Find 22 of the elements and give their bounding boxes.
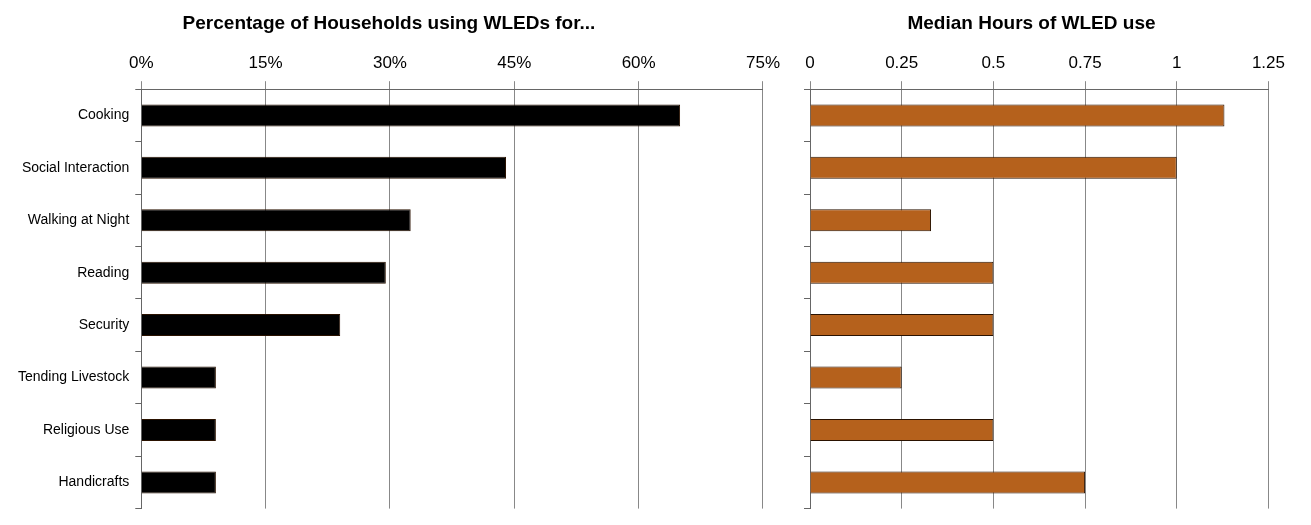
y-tick-label: Cooking bbox=[77, 106, 130, 123]
x-tick-label: 60% bbox=[621, 52, 656, 72]
chart-title: Median Hours of WLED use bbox=[907, 11, 1156, 33]
y-tick-label: Social Interaction bbox=[21, 158, 130, 175]
x-tick-label: 0.5 bbox=[981, 52, 1006, 72]
x-tick-label: 0.25 bbox=[885, 52, 919, 72]
x-tick-label: 30% bbox=[372, 52, 407, 72]
y-tick-label: Walking at Night bbox=[27, 211, 130, 228]
y-tick-label: Handicrafts bbox=[58, 473, 130, 490]
y-tick-label: Tending Livestock bbox=[17, 368, 131, 385]
x-tick-label: 15% bbox=[248, 52, 283, 72]
x-tick-label: 1.25 bbox=[1251, 52, 1285, 72]
x-tick-label: 0% bbox=[129, 52, 154, 72]
x-tick-label: 45% bbox=[497, 52, 532, 72]
y-tick-label: Religious Use bbox=[42, 420, 130, 437]
x-tick-label: 0 bbox=[805, 52, 815, 72]
x-tick-label: 1 bbox=[1172, 52, 1182, 72]
y-tick-label: Reading bbox=[77, 263, 130, 280]
x-tick-label: 0.75 bbox=[1068, 52, 1102, 72]
y-tick-label: Security bbox=[78, 315, 130, 332]
x-tick-label: 75% bbox=[745, 52, 780, 72]
chart-title: Percentage of Households using WLEDs for... bbox=[182, 11, 596, 33]
